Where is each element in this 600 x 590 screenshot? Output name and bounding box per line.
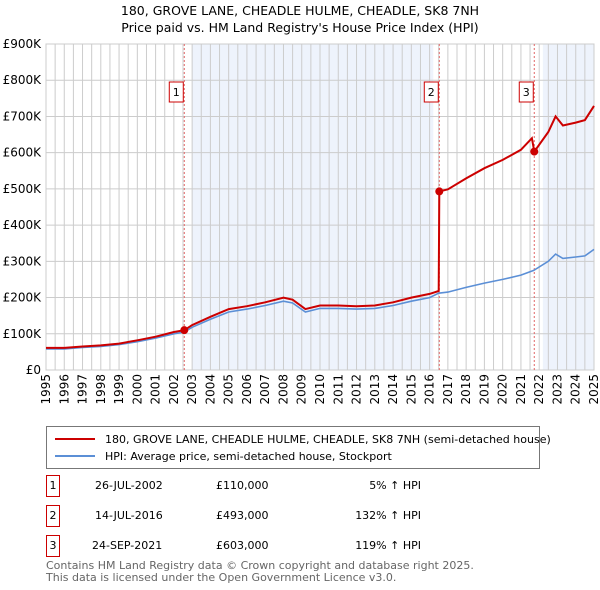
sale-point [435,187,444,196]
plot-border [45,43,595,371]
line-chart: £0 £100K £200K £300K £400K £500K £600K £700K £80… [3,37,600,405]
transaction-date: 24-SEP-2021 [92,539,163,552]
transaction-price: £603,000 [216,539,269,552]
transaction-hpi-diff: 119% ↑ HPI [355,539,421,552]
y-tick-label: £600K [3,146,43,160]
price-paid-line [46,105,595,349]
x-tick-label: 2012 [350,374,364,405]
x-tick-label: 2004 [203,374,217,405]
x-tick-label: 2003 [185,374,199,405]
x-tick-label: 2017 [441,374,455,405]
chart-subtitle: Price paid vs. HM Land Registry's House … [121,20,479,35]
x-tick-label: 2015 [404,374,418,405]
x-tick-label: 1998 [94,374,108,405]
x-tick-label: 2021 [514,374,528,405]
x-tick-label: 2001 [149,374,163,405]
transaction-hpi-diff: 132% ↑ HPI [355,509,421,522]
sale-label: 2 [428,86,435,99]
y-tick-label: £800K [3,73,43,87]
y-tick-label: £300K [3,254,43,268]
x-tick-label: 1997 [76,374,90,405]
transaction-date: 26-JUL-2002 [95,479,163,492]
footer-licence: This data is licensed under the Open Gov… [46,571,397,584]
x-tick-label: 2006 [240,374,254,405]
sale-label: 1 [173,86,180,99]
transaction-price: £110,000 [216,479,269,492]
x-tick-label: 2000 [130,374,144,405]
x-tick-label: 2011 [331,374,345,405]
sale-label-box [423,81,439,103]
y-tick-label: £200K [3,291,43,305]
chart-legend: 180, GROVE LANE, CHEADLE HULME, CHEADLE,… [46,426,551,469]
transaction-row: 3 24-SEP-2021 £603,000 119% ↑ HPI [46,535,446,557]
transaction-number-badge: 3 [46,535,60,557]
y-tick-label: £400K [3,218,43,232]
x-tick-label: 2023 [550,374,564,405]
x-tick-label: 2014 [386,374,400,405]
legend-label: 180, GROVE LANE, CHEADLE HULME, CHEADLE,… [105,432,551,446]
legend-swatch-red [55,438,95,440]
transaction-date: 14-JUL-2016 [95,509,163,522]
y-tick-label: £0 [26,363,41,377]
sale-label-box [518,81,534,103]
x-tick-label: 1996 [57,374,71,405]
x-tick-label: 2020 [496,374,510,405]
y-tick-label: £100K [3,327,43,341]
x-tick-label: 2013 [368,374,382,405]
y-tick-label: £900K [3,37,43,51]
sale-point [530,147,539,156]
transaction-number-badge: 1 [46,475,60,497]
legend-swatch-blue [55,455,95,457]
shaded-region [542,44,594,370]
footer-copyright: Contains HM Land Registry data © Crown c… [46,559,474,572]
x-tick-label: 2016 [423,374,437,405]
x-tick-label: 2022 [532,374,546,405]
transaction-number-badge: 2 [46,505,60,527]
chart-title: 180, GROVE LANE, CHEADLE HULME, CHEADLE,… [120,3,480,18]
sale-point [180,326,189,335]
x-tick-label: 2024 [569,374,583,405]
x-tick-label: 1999 [112,374,126,405]
x-tick-label: 2007 [258,374,272,405]
x-tick-label: 2005 [222,374,236,405]
transaction-hpi-diff: 5% ↑ HPI [369,479,421,492]
x-tick-label: 2009 [295,374,309,405]
x-tick-label: 2025 [587,374,600,405]
y-tick-label: £500K [3,182,43,196]
x-tick-label: 1995 [39,374,53,405]
legend-item-property: 180, GROVE LANE, CHEADLE HULME, CHEADLE,… [55,431,551,447]
x-tick-label: 2002 [167,374,181,405]
y-tick-label: £700K [3,109,43,123]
hpi-line [46,248,595,350]
sale-label-box [168,81,184,103]
transaction-row: 2 14-JUL-2016 £493,000 132% ↑ HPI [46,505,446,527]
transaction-row: 1 26-JUL-2002 £110,000 5% ↑ HPI [46,475,446,497]
legend-label: HPI: Average price, semi-detached house,… [105,449,392,463]
x-tick-label: 2008 [276,374,290,405]
x-tick-label: 2018 [459,374,473,405]
sale-label: 3 [523,86,530,99]
legend-item-hpi: HPI: Average price, semi-detached house,… [55,448,392,464]
x-tick-label: 2019 [477,374,491,405]
x-tick-label: 2010 [313,374,327,405]
transaction-price: £493,000 [216,509,269,522]
